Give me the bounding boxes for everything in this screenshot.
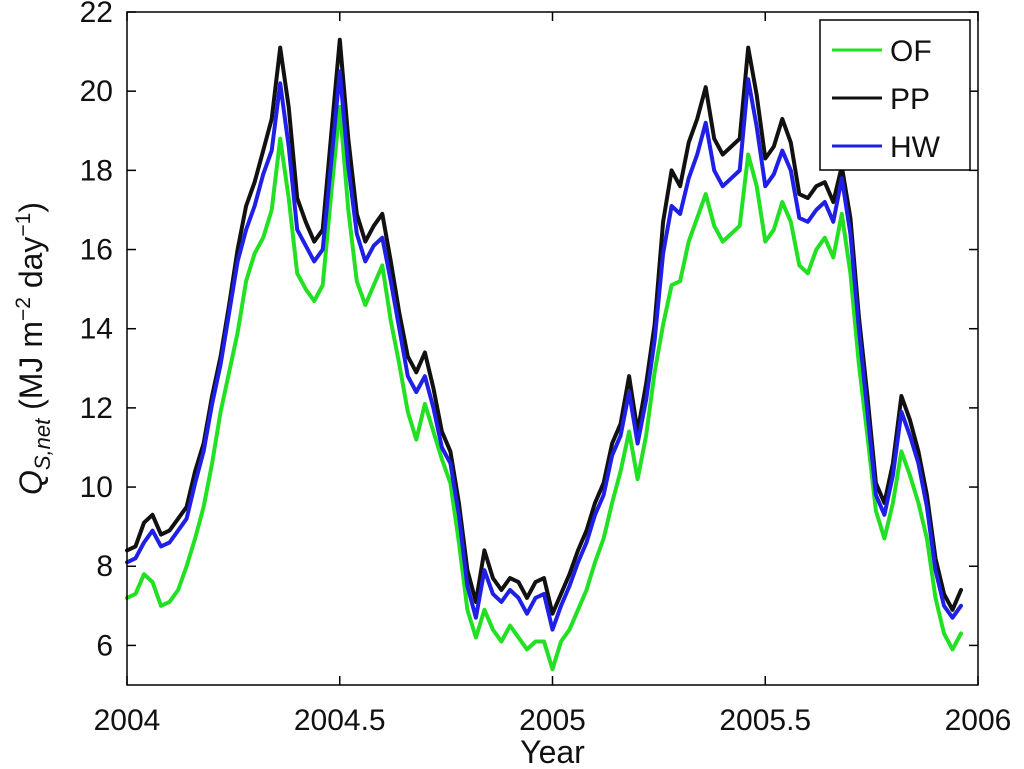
legend: OF PP HW [819,19,971,171]
legend-label-of: OF [890,35,932,68]
x-tick-label-0: 2004 [94,704,161,737]
y-tick-label-4: 14 [80,313,113,346]
series-line-of [125,105,963,672]
y-axis-exponent-2: −1 [12,213,35,237]
y-axis-title: QS,net (MJ m−2 day−1) [12,202,55,495]
ticks-layer [126,11,979,685]
y-axis-exponent-1: −2 [12,297,35,321]
x-axis-title: Year [520,734,585,769]
x-tick-label-4: 2006 [945,704,1012,737]
y-tick-label-8: 22 [80,0,113,29]
legend-entries: OF PP HW [832,35,941,164]
y-tick-label-0: 6 [96,629,113,662]
y-tick-label-7: 20 [80,75,113,108]
y-tick-label-2: 10 [80,471,113,504]
y-tick-label-6: 18 [80,154,113,187]
series-layer [125,37,963,672]
y-tick-label-3: 12 [80,392,113,425]
y-tick-label-1: 8 [96,550,113,583]
y-axis-units-prefix: (MJ m [13,321,49,419]
y-axis-units-suffix: ) [13,202,49,213]
x-tick-label-2: 2005 [519,704,586,737]
legend-label-hw: HW [890,131,941,164]
x-tick-label-1: 2004.5 [294,704,386,737]
y-tick-labels: 6 8 10 12 14 16 18 20 22 [80,0,113,662]
legend-label-pp: PP [890,83,930,116]
series-line-hw [125,69,963,632]
x-tick-labels: 2004 2004.5 2005 2005.5 2006 [94,704,1012,737]
y-axis-units-mid: day [13,237,49,297]
series-line-pp [125,37,963,616]
y-axis-subscript: S,net [30,418,55,470]
y-tick-label-5: 16 [80,234,113,267]
x-tick-label-3: 2005.5 [719,704,811,737]
y-axis-symbol: Q [13,470,49,495]
